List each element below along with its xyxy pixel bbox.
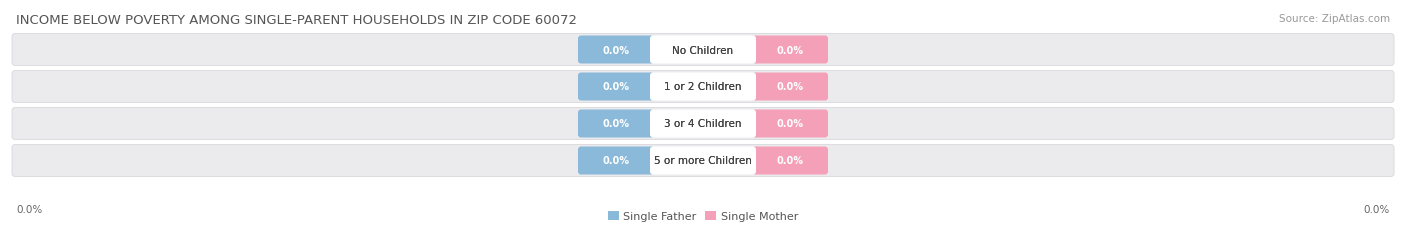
FancyBboxPatch shape	[578, 110, 654, 138]
Text: No Children: No Children	[672, 45, 734, 55]
FancyBboxPatch shape	[13, 71, 1393, 103]
Text: 0.0%: 0.0%	[1364, 204, 1391, 214]
Text: 0.0%: 0.0%	[776, 82, 803, 92]
FancyBboxPatch shape	[13, 34, 1393, 66]
Text: 0.0%: 0.0%	[15, 204, 42, 214]
Text: INCOME BELOW POVERTY AMONG SINGLE-PARENT HOUSEHOLDS IN ZIP CODE 60072: INCOME BELOW POVERTY AMONG SINGLE-PARENT…	[15, 14, 576, 27]
FancyBboxPatch shape	[13, 145, 1393, 177]
Text: 0.0%: 0.0%	[603, 45, 630, 55]
Legend: Single Father, Single Mother: Single Father, Single Mother	[603, 206, 803, 225]
FancyBboxPatch shape	[752, 36, 828, 64]
FancyBboxPatch shape	[650, 36, 756, 64]
Text: No Children: No Children	[672, 45, 734, 55]
FancyBboxPatch shape	[752, 147, 828, 175]
Text: 1 or 2 Children: 1 or 2 Children	[664, 82, 742, 92]
FancyBboxPatch shape	[578, 36, 654, 64]
FancyBboxPatch shape	[650, 110, 756, 138]
FancyBboxPatch shape	[752, 73, 828, 101]
Text: 0.0%: 0.0%	[603, 156, 630, 166]
Text: 0.0%: 0.0%	[776, 45, 803, 55]
Text: 0.0%: 0.0%	[603, 119, 630, 129]
Text: 5 or more Children: 5 or more Children	[654, 156, 752, 166]
Text: 0.0%: 0.0%	[603, 82, 630, 92]
Text: 0.0%: 0.0%	[776, 119, 803, 129]
FancyBboxPatch shape	[578, 147, 654, 175]
Text: 1 or 2 Children: 1 or 2 Children	[664, 82, 742, 92]
Text: 3 or 4 Children: 3 or 4 Children	[664, 119, 742, 129]
FancyBboxPatch shape	[13, 108, 1393, 140]
FancyBboxPatch shape	[752, 110, 828, 138]
FancyBboxPatch shape	[650, 73, 756, 101]
Text: 5 or more Children: 5 or more Children	[654, 156, 752, 166]
Text: 0.0%: 0.0%	[776, 156, 803, 166]
Text: 3 or 4 Children: 3 or 4 Children	[664, 119, 742, 129]
FancyBboxPatch shape	[650, 147, 756, 175]
FancyBboxPatch shape	[578, 73, 654, 101]
Text: Source: ZipAtlas.com: Source: ZipAtlas.com	[1279, 14, 1391, 24]
